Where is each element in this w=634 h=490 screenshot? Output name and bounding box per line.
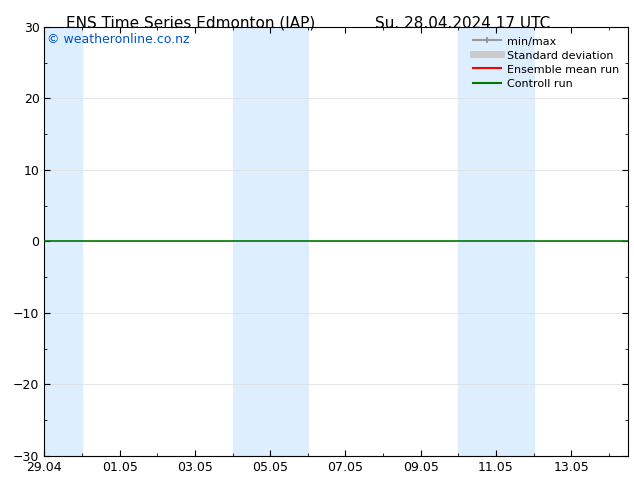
Bar — [44, 27, 82, 456]
Legend: min/max, Standard deviation, Ensemble mean run, Controll run: min/max, Standard deviation, Ensemble me… — [470, 32, 622, 92]
Bar — [233, 27, 307, 456]
Text: © weatheronline.co.nz: © weatheronline.co.nz — [48, 33, 190, 47]
Text: ENS Time Series Edmonton (IAP): ENS Time Series Edmonton (IAP) — [65, 16, 315, 31]
Bar — [458, 27, 534, 456]
Text: Su. 28.04.2024 17 UTC: Su. 28.04.2024 17 UTC — [375, 16, 550, 31]
